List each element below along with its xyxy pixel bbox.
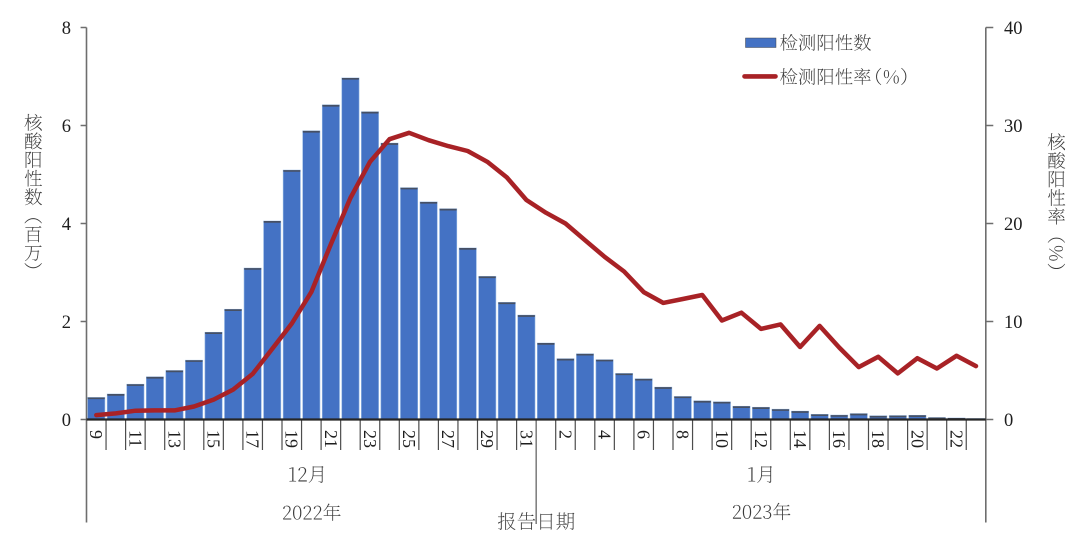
- svg-text:15: 15: [204, 430, 224, 448]
- svg-text:0: 0: [1004, 411, 1013, 431]
- svg-text:2: 2: [62, 313, 71, 333]
- svg-text:29: 29: [477, 430, 497, 448]
- svg-text:11: 11: [125, 430, 145, 447]
- svg-text:0: 0: [62, 411, 71, 431]
- svg-text:8: 8: [62, 19, 71, 39]
- svg-text:12: 12: [751, 430, 771, 448]
- svg-text:16: 16: [829, 430, 849, 448]
- svg-text:20: 20: [907, 430, 927, 448]
- svg-text:6: 6: [62, 117, 71, 137]
- svg-text:27: 27: [438, 430, 458, 448]
- svg-text:14: 14: [790, 430, 810, 448]
- svg-text:18: 18: [868, 430, 888, 448]
- svg-text:23: 23: [360, 430, 380, 448]
- svg-text:4: 4: [595, 430, 615, 439]
- svg-text:13: 13: [164, 430, 184, 448]
- svg-text:31: 31: [516, 430, 536, 448]
- svg-text:22: 22: [946, 430, 966, 448]
- svg-text:21: 21: [321, 430, 341, 448]
- svg-text:30: 30: [1004, 117, 1023, 137]
- svg-text:9: 9: [86, 430, 106, 439]
- svg-text:6: 6: [634, 430, 654, 439]
- svg-text:10: 10: [1004, 313, 1023, 333]
- svg-text:17: 17: [243, 430, 263, 448]
- svg-text:40: 40: [1004, 19, 1023, 39]
- svg-text:20: 20: [1004, 215, 1023, 235]
- svg-text:25: 25: [399, 430, 419, 448]
- svg-text:8: 8: [673, 430, 693, 439]
- svg-text:2: 2: [555, 430, 575, 439]
- svg-text:19: 19: [282, 430, 302, 448]
- svg-text:10: 10: [712, 430, 732, 448]
- svg-text:4: 4: [62, 215, 71, 235]
